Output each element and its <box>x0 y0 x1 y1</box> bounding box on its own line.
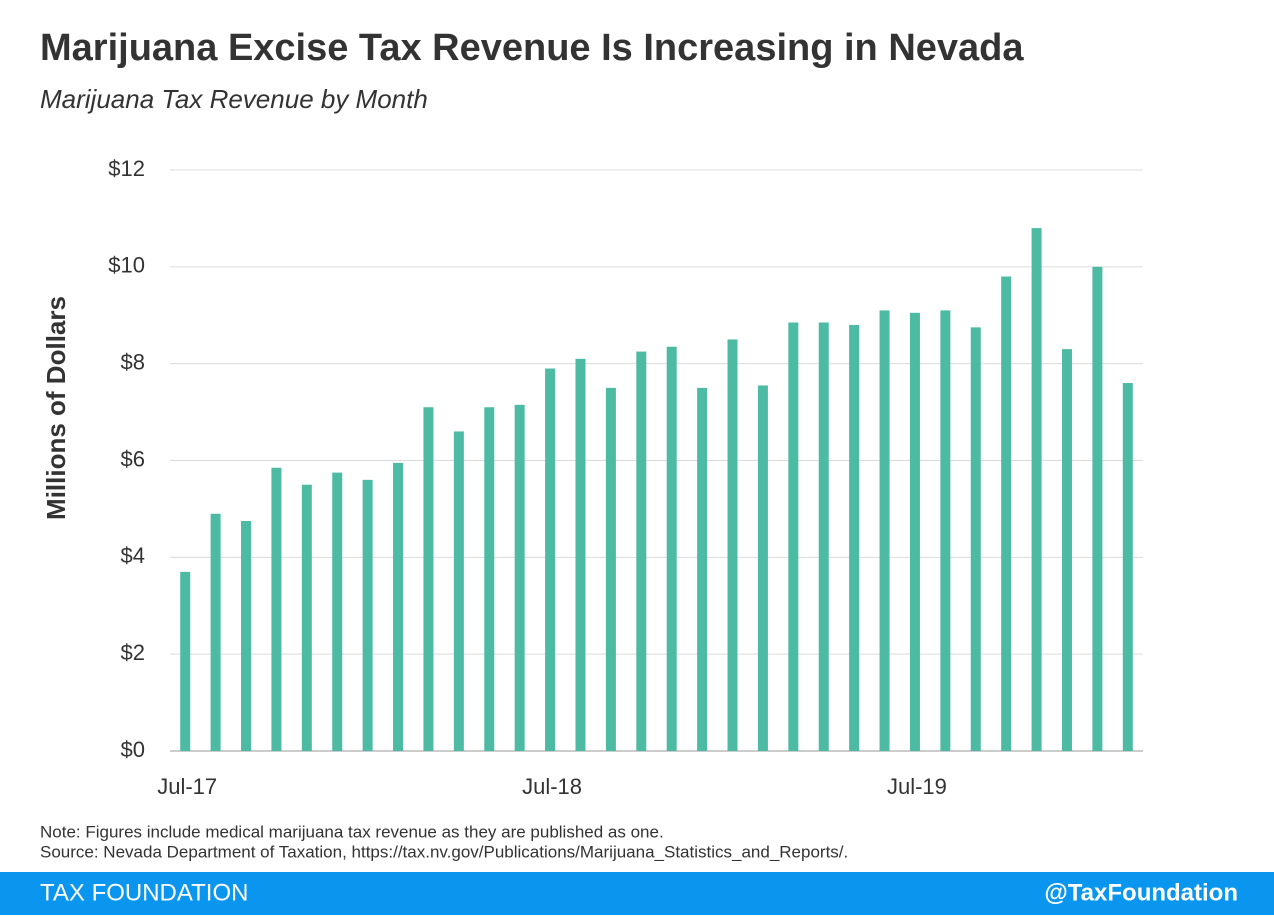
bar <box>1092 266 1103 751</box>
footer-left: TAX FOUNDATION <box>40 879 248 906</box>
bar <box>271 467 282 751</box>
footer-bar <box>0 872 1274 915</box>
bar <box>1061 349 1072 751</box>
bar <box>545 368 556 751</box>
bar <box>514 404 525 751</box>
bar <box>909 312 920 751</box>
y-tick-label: $6 <box>121 446 145 471</box>
y-tick-label: $10 <box>108 253 145 278</box>
bar <box>484 407 495 751</box>
bar <box>575 358 586 751</box>
y-tick-label: $0 <box>121 737 145 762</box>
y-tick-label: $2 <box>121 640 145 665</box>
note: Note: Figures include medical marijuana … <box>40 822 664 841</box>
bar <box>1122 383 1133 751</box>
bar <box>362 479 373 751</box>
bar <box>788 322 799 751</box>
x-tick-label: Jul-17 <box>157 774 217 799</box>
x-tick-label: Jul-18 <box>522 774 582 799</box>
source: Source: Nevada Department of Taxation, h… <box>40 842 848 861</box>
bar <box>241 521 252 751</box>
bar <box>818 322 829 751</box>
y-axis-label: Millions of Dollars <box>41 296 71 520</box>
chart-subtitle: Marijuana Tax Revenue by Month <box>40 84 428 114</box>
bar <box>666 346 677 751</box>
bar <box>423 407 434 751</box>
bar <box>210 513 221 751</box>
bar <box>970 327 981 751</box>
y-tick-label: $8 <box>121 349 145 374</box>
y-tick-label: $12 <box>108 156 145 181</box>
bar <box>879 310 890 751</box>
bar <box>849 324 860 751</box>
bar <box>332 472 343 751</box>
bar <box>757 385 768 751</box>
footer-right: @TaxFoundation <box>1044 879 1238 906</box>
bar <box>1031 228 1042 752</box>
bar <box>727 339 738 751</box>
chart-title: Marijuana Excise Tax Revenue Is Increasi… <box>40 27 1024 69</box>
bar <box>697 387 708 751</box>
bar <box>1001 276 1012 751</box>
bar <box>301 484 312 751</box>
bar <box>636 351 647 751</box>
bar <box>453 431 464 751</box>
bar <box>940 310 951 751</box>
x-tick-label: Jul-19 <box>887 774 947 799</box>
bar <box>605 387 616 751</box>
y-tick-label: $4 <box>121 543 145 568</box>
bar <box>393 462 404 751</box>
bar <box>180 571 191 751</box>
